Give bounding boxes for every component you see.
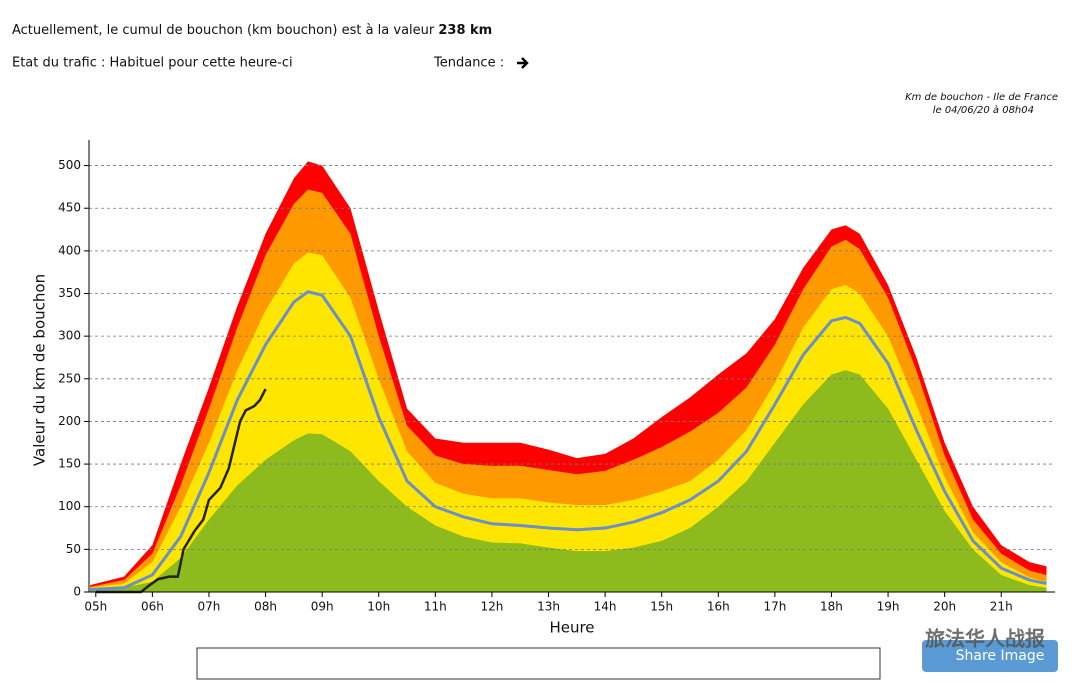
x-tick-label: 20h: [933, 600, 956, 614]
y-tick-label: 200: [58, 414, 81, 428]
header-current-text: Actuellement, le cumul de bouchon (km bo…: [12, 23, 435, 38]
share-button-bg[interactable]: [922, 640, 1058, 672]
x-tick-label: 18h: [820, 600, 843, 614]
header-trend: Tendance :: [433, 56, 504, 71]
x-tick-label: 10h: [367, 600, 390, 614]
y-tick-label: 300: [58, 329, 81, 343]
area-band: [90, 370, 1047, 592]
x-tick-label: 11h: [424, 600, 447, 614]
x-tick-label: 14h: [594, 600, 617, 614]
x-tick-label: 17h: [763, 600, 786, 614]
y-tick-label: 500: [58, 158, 81, 172]
y-tick-label: 450: [58, 201, 81, 215]
chart-title: Km de bouchon - Ile de France: [905, 92, 1058, 103]
header-current-value: 238 km: [438, 23, 492, 38]
y-axis-label: Valeur du km de bouchon: [31, 274, 49, 466]
x-tick-label: 19h: [877, 600, 900, 614]
x-tick-label: 15h: [650, 600, 673, 614]
y-tick-label: 350: [58, 286, 81, 300]
x-tick-label: 06h: [141, 600, 164, 614]
header-current: Actuellement, le cumul de bouchon (km bo…: [12, 23, 492, 38]
x-tick-label: 05h: [84, 600, 107, 614]
series-line: [90, 290, 1047, 591]
share-button[interactable]: Share Image: [922, 640, 1058, 672]
y-tick-label: 50: [66, 542, 81, 556]
trend-arrow: [517, 57, 529, 69]
legend-box: [196, 647, 881, 680]
x-tick-label: 09h: [311, 600, 334, 614]
x-tick-label: 12h: [480, 600, 503, 614]
y-tick-label: 0: [73, 585, 81, 599]
y-tick-label: 400: [58, 243, 81, 257]
share-button-label[interactable]: Share Image: [956, 648, 1045, 664]
x-tick-label: 21h: [990, 600, 1013, 614]
header-state: Etat du trafic : Habituel pour cette heu…: [12, 56, 293, 71]
y-tick-label: 150: [58, 457, 81, 471]
series-line: [95, 388, 267, 594]
x-tick-label: 16h: [707, 600, 730, 614]
x-tick-label: 07h: [198, 600, 221, 614]
y-tick-label: 100: [58, 499, 81, 513]
y-tick-label: 250: [58, 371, 81, 385]
chart-subtitle: le 04/06/20 à 08h04: [933, 104, 1034, 116]
x-axis-label: Heure: [549, 619, 594, 637]
watermark: 旅法华人战报: [925, 627, 1045, 651]
x-tick-label: 13h: [537, 600, 560, 614]
x-tick-label: 08h: [254, 600, 277, 614]
